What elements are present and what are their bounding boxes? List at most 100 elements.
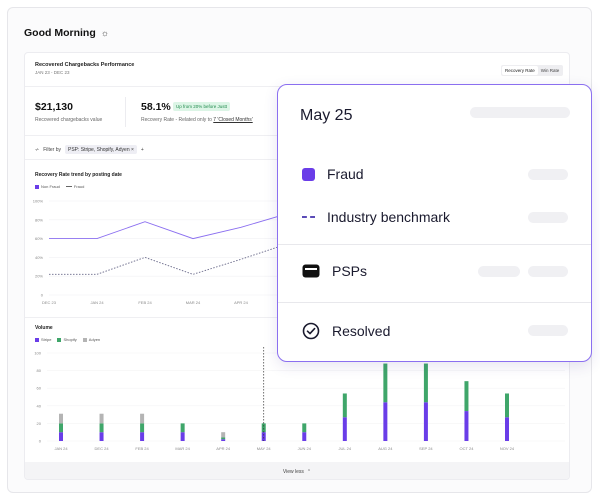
recovery-rate-label: Recovery Rate - Related only to 7 'Close… <box>141 117 253 123</box>
greeting-text: Good Morning <box>24 27 96 39</box>
filter-label: Filter by <box>43 146 61 153</box>
popover-divider <box>278 244 591 245</box>
toggle-win-rate[interactable]: Win Rate <box>540 68 560 73</box>
tooltip-popover: May 25 Fraud Industry benchmark PSPs Res… <box>277 84 592 362</box>
x-tick-label: FEB 24 <box>138 300 152 305</box>
bar-shopify <box>180 423 185 433</box>
card-icon <box>302 264 320 278</box>
skeleton-placeholder <box>470 107 570 118</box>
skeleton-placeholder <box>528 325 568 336</box>
y-tick-label: 40% <box>35 255 43 260</box>
add-filter-button[interactable]: + <box>140 146 144 153</box>
bar-stripe <box>221 439 226 441</box>
y-tick-label: 0 <box>41 293 44 298</box>
popover-date: May 25 <box>300 107 353 124</box>
legend-swatch <box>35 337 39 342</box>
dashed-line-icon <box>302 216 315 218</box>
legend-item-adyen: Adyen <box>82 337 101 342</box>
improvement-badge: Up from 20% before Justt <box>173 102 231 111</box>
y-tick-label: 80% <box>35 217 43 222</box>
chevron-up-icon: ⌃ <box>306 468 312 475</box>
close-icon[interactable]: × <box>130 146 134 153</box>
bar-stripe <box>383 402 388 441</box>
bar-stripe <box>59 432 63 441</box>
skeleton-placeholder <box>528 169 568 180</box>
y-tick-label: 0 <box>39 439 42 444</box>
legend-swatch <box>82 337 87 342</box>
y-tick-label: 20 <box>37 421 42 426</box>
x-tick-label: MAY 24 <box>257 446 272 451</box>
legend-item-stripe: Stripe <box>35 337 51 342</box>
bar-shopify <box>221 437 226 440</box>
view-less-button[interactable]: View less ⌃ <box>25 462 569 479</box>
y-tick-label: 100% <box>33 199 44 204</box>
recovery-rate-value: 58.1% <box>141 101 171 113</box>
popover-row-resolved: Resolved <box>302 322 390 340</box>
y-tick-label: 20% <box>35 274 43 279</box>
x-tick-label: JAN 24 <box>54 446 68 451</box>
x-tick-label: DEC 23 <box>42 300 57 305</box>
view-less-label: View less <box>282 468 304 475</box>
card-date-range: JAN 23 - DEC 23 <box>35 70 70 75</box>
sun-icon: ☼ <box>100 28 109 38</box>
legend-label: Non Fraud <box>41 184 60 189</box>
popover-row-benchmark: Industry benchmark <box>302 209 450 225</box>
legend-swatch <box>35 184 39 189</box>
bar-stripe <box>140 432 145 441</box>
legend-item-non-fraud: Non Fraud <box>35 184 60 189</box>
x-tick-label: FEB 24 <box>135 446 149 451</box>
card-title: Recovered Chargebacks Performance <box>35 62 135 68</box>
skeleton-placeholder <box>528 266 568 277</box>
kpi-divider <box>125 97 126 127</box>
bar-shopify <box>261 423 266 433</box>
volume-legend: Stripe Shopify Adyen <box>35 337 100 342</box>
bar-shopify <box>302 423 307 433</box>
bar-stripe <box>423 402 428 441</box>
x-tick-label: APR 24 <box>216 446 231 451</box>
trend-legend: Non Fraud Fraud <box>35 184 84 189</box>
x-tick-label: NOV 24 <box>500 446 515 451</box>
bar-adyen <box>140 413 145 424</box>
x-tick-label: MAR 24 <box>186 300 201 305</box>
legend-label: Adyen <box>88 337 101 342</box>
bar-adyen <box>99 413 104 424</box>
filter-bar: ⩫ Filter by PSP: Stripe, Shopify, Adyen … <box>35 145 144 154</box>
x-tick-label: JAN 24 <box>90 300 104 305</box>
closed-months-link[interactable]: 7 'Closed Months' <box>213 117 253 123</box>
bar-stripe <box>342 417 347 441</box>
y-tick-label: 100 <box>34 351 41 356</box>
psp-filter-chip[interactable]: PSP: Stripe, Shopify, Adyen × <box>64 145 137 154</box>
skeleton-placeholder <box>528 212 568 223</box>
bar-shopify <box>140 423 145 433</box>
y-tick-label: 80 <box>37 368 42 373</box>
toggle-recovery-rate[interactable]: Recovery Rate <box>502 66 538 75</box>
bar-shopify <box>59 423 63 433</box>
bar-shopify <box>342 393 347 418</box>
filter-icon[interactable]: ⩫ <box>35 146 40 153</box>
legend-swatch <box>65 186 72 188</box>
legend-swatch <box>57 337 62 342</box>
bar-adyen <box>59 413 63 424</box>
x-tick-label: JUN 24 <box>298 446 312 451</box>
bar-stripe <box>180 432 185 441</box>
bar-stripe <box>505 417 509 441</box>
trend-title: Recovery Rate trend by posting date <box>35 172 122 178</box>
check-circle-icon <box>302 322 320 340</box>
greeting-heading: Good Morning ☼ <box>24 27 109 39</box>
purple-square-icon <box>302 167 315 181</box>
x-tick-label: AUG 24 <box>378 446 393 451</box>
series-line-non-fraud <box>49 212 290 240</box>
x-tick-label: JUL 24 <box>339 446 352 451</box>
recovery-rate-label-text: Recovery Rate - Related only to <box>141 117 212 123</box>
volume-chart: 0 20 40 60 80 100 JAN 24 DEC 24 FEB 24 MAR 24 APR … <box>34 347 565 451</box>
popover-row-psps: PSPs <box>302 263 367 279</box>
recovered-value-label: Recovered chargebacks value <box>35 117 103 123</box>
legend-label: Fraud <box>73 184 85 189</box>
legend-label: Shopify <box>63 337 77 342</box>
x-tick-label: DEC 24 <box>95 446 110 451</box>
skeleton-placeholder <box>478 266 520 277</box>
recovered-value: $21,130 <box>35 101 73 113</box>
popover-row-label: PSPs <box>332 263 368 279</box>
y-tick-label: 40 <box>37 403 42 408</box>
popover-row-label: Resolved <box>332 323 391 339</box>
